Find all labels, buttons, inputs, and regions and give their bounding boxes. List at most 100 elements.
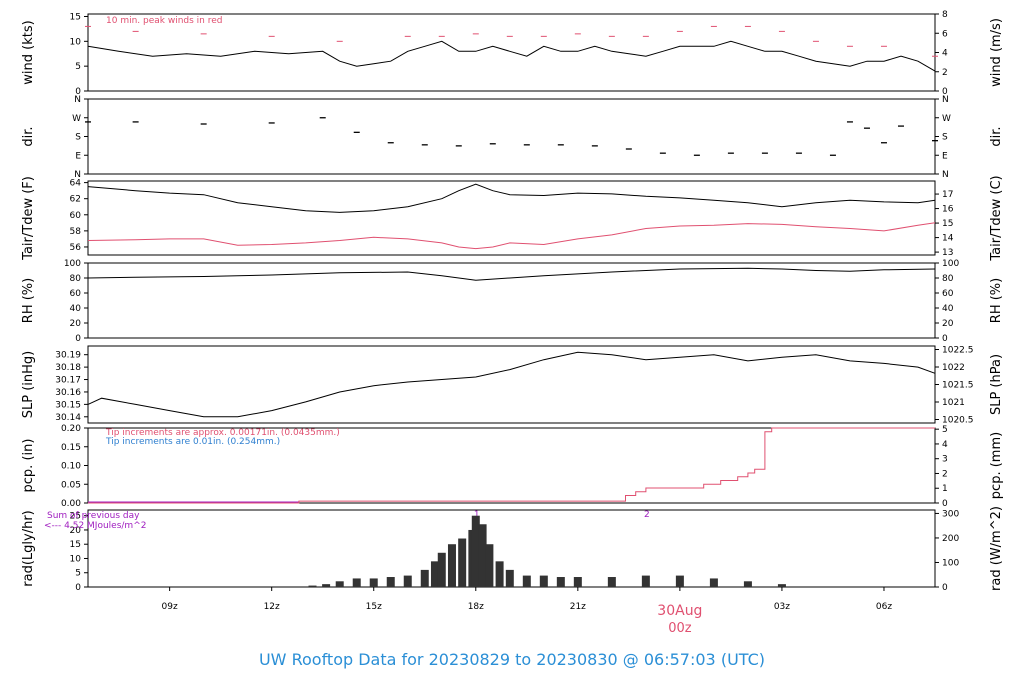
y-tick-label: 20 [70,319,82,329]
y-tick-label-right: 14 [942,234,954,244]
y-tick-label-right: E [942,151,948,161]
y-tick-label-right: 1021 [942,398,965,408]
precip-note-2: Tip increments are 0.01in. (0.254mm.) [105,437,280,447]
radiation-bar [641,575,650,587]
radiation-bar [539,575,548,587]
y-tick-label: 100 [64,259,81,269]
y-tick-label-right: 0 [942,583,948,593]
radiation-bar [505,569,514,587]
date-marker-label: 30Aug [657,603,702,619]
y-tick-label: 0.10 [61,462,81,472]
radiation-bar [522,575,531,587]
radiation-bar [495,561,504,587]
radiation-bar [403,575,412,587]
y-tick-label: 30.18 [55,363,81,373]
y-tick-label-right: 80 [942,274,954,284]
radiation-bar [386,577,395,587]
y-tick-label: 60 [70,211,82,221]
y-tick-label: 80 [70,274,82,284]
radiation-bar [485,544,494,587]
y-tick-label-right: 20 [942,319,954,329]
radiation-bar [447,544,456,587]
y-tick-label-right: 1020.5 [942,416,974,426]
y-tick-label-right: N [942,170,949,180]
precip-marker: 2 [644,510,650,520]
y-axis-label-left: pcp. (in) [21,439,36,493]
y-axis-label-left: RH (%) [21,278,36,323]
y-tick-label: 0.15 [61,443,81,453]
y-axis-label-right: pcp. (mm) [989,432,1004,499]
y-tick-label-right: 40 [942,304,954,314]
y-tick-label-right: N [942,95,949,105]
y-tick-label-right: S [942,133,948,143]
y-tick-label: N [74,95,81,105]
y-axis-label-right: Tair/Tdew (C) [989,175,1004,261]
x-tick-label: 06z [876,602,892,612]
radiation-bar [437,552,446,587]
y-tick-label: 0 [75,334,81,344]
precipitation-line [88,427,935,504]
y-tick-label: 0.20 [61,424,81,434]
panel-frame [87,180,936,256]
radiation-bar [430,561,439,587]
y-tick-label: 58 [70,227,82,237]
radiation-bar [420,569,429,587]
relative-humidity-line [87,267,936,281]
y-tick-label: 56 [70,243,82,253]
page-title: UW Rooftop Data for 20230829 to 20230830… [259,650,765,669]
y-tick-label: 62 [70,195,81,205]
y-axis-label-right: wind (m/s) [989,18,1004,87]
y-tick-label-right: 1022.5 [942,346,974,356]
y-tick-label-right: 200 [942,534,959,544]
precip-marker: 1 [474,510,480,520]
radiation-bar [458,538,467,587]
x-tick-label: 09z [162,602,178,612]
y-tick-label: N [74,170,81,180]
radiation-bar [308,585,317,587]
x-tick-label: 18z [468,602,484,612]
radiation-bar [743,581,752,587]
dewpoint-line [87,222,936,250]
y-tick-label-right: 5 [942,425,948,435]
y-tick-label: 60 [70,289,82,299]
y-tick-label: 0 [75,87,81,97]
y-tick-label-right: 0 [942,334,948,344]
y-tick-label: 15 [70,12,81,22]
y-tick-label-right: 3 [942,455,948,465]
y-tick-label: 30.19 [55,351,81,361]
y-tick-label-right: 100 [942,558,959,568]
y-tick-label: 30.17 [55,376,81,386]
y-tick-label-right: 2 [942,469,948,479]
y-tick-label-right: 15 [942,219,953,229]
y-tick-label: 30.16 [55,388,81,398]
y-tick-label: 30.14 [55,413,81,423]
y-tick-label-right: 1 [942,484,948,494]
y-tick-label-right: 0 [942,499,948,509]
y-tick-label: 20 [70,526,82,536]
x-tick-label: 12z [264,602,280,612]
y-tick-label-right: 8 [942,10,948,20]
radiation-bar [322,584,331,587]
panel-frame [87,98,936,175]
radiation-bar [478,524,487,587]
radiation-bar [777,584,786,587]
y-tick-label-right: 4 [942,440,948,450]
y-tick-label: 0.05 [61,480,81,490]
y-tick-label-right: 60 [942,289,954,299]
y-tick-label: 5 [75,569,81,579]
y-tick-label-right: 0 [942,87,948,97]
y-tick-label-right: 6 [942,29,948,39]
y-tick-label: 25 [70,512,81,522]
radiation-note-1: Sum of previous day [47,511,140,521]
y-tick-label: 0 [75,583,81,593]
y-axis-label-left: rad(Lgly/hr) [21,510,36,586]
y-tick-label-right: W [942,114,951,124]
date-marker-time: 00z [668,621,692,636]
time-axis: 09z 12z 15z 18z 21z 03z 06z 30Aug 00z [162,587,892,636]
air-temperature-line [87,183,936,213]
y-tick-label: 15 [70,540,81,550]
y-axis-label-left: dir. [21,126,36,146]
panel-frame [87,345,936,424]
y-tick-label-right: 13 [942,248,953,258]
radiation-bar [352,578,361,587]
